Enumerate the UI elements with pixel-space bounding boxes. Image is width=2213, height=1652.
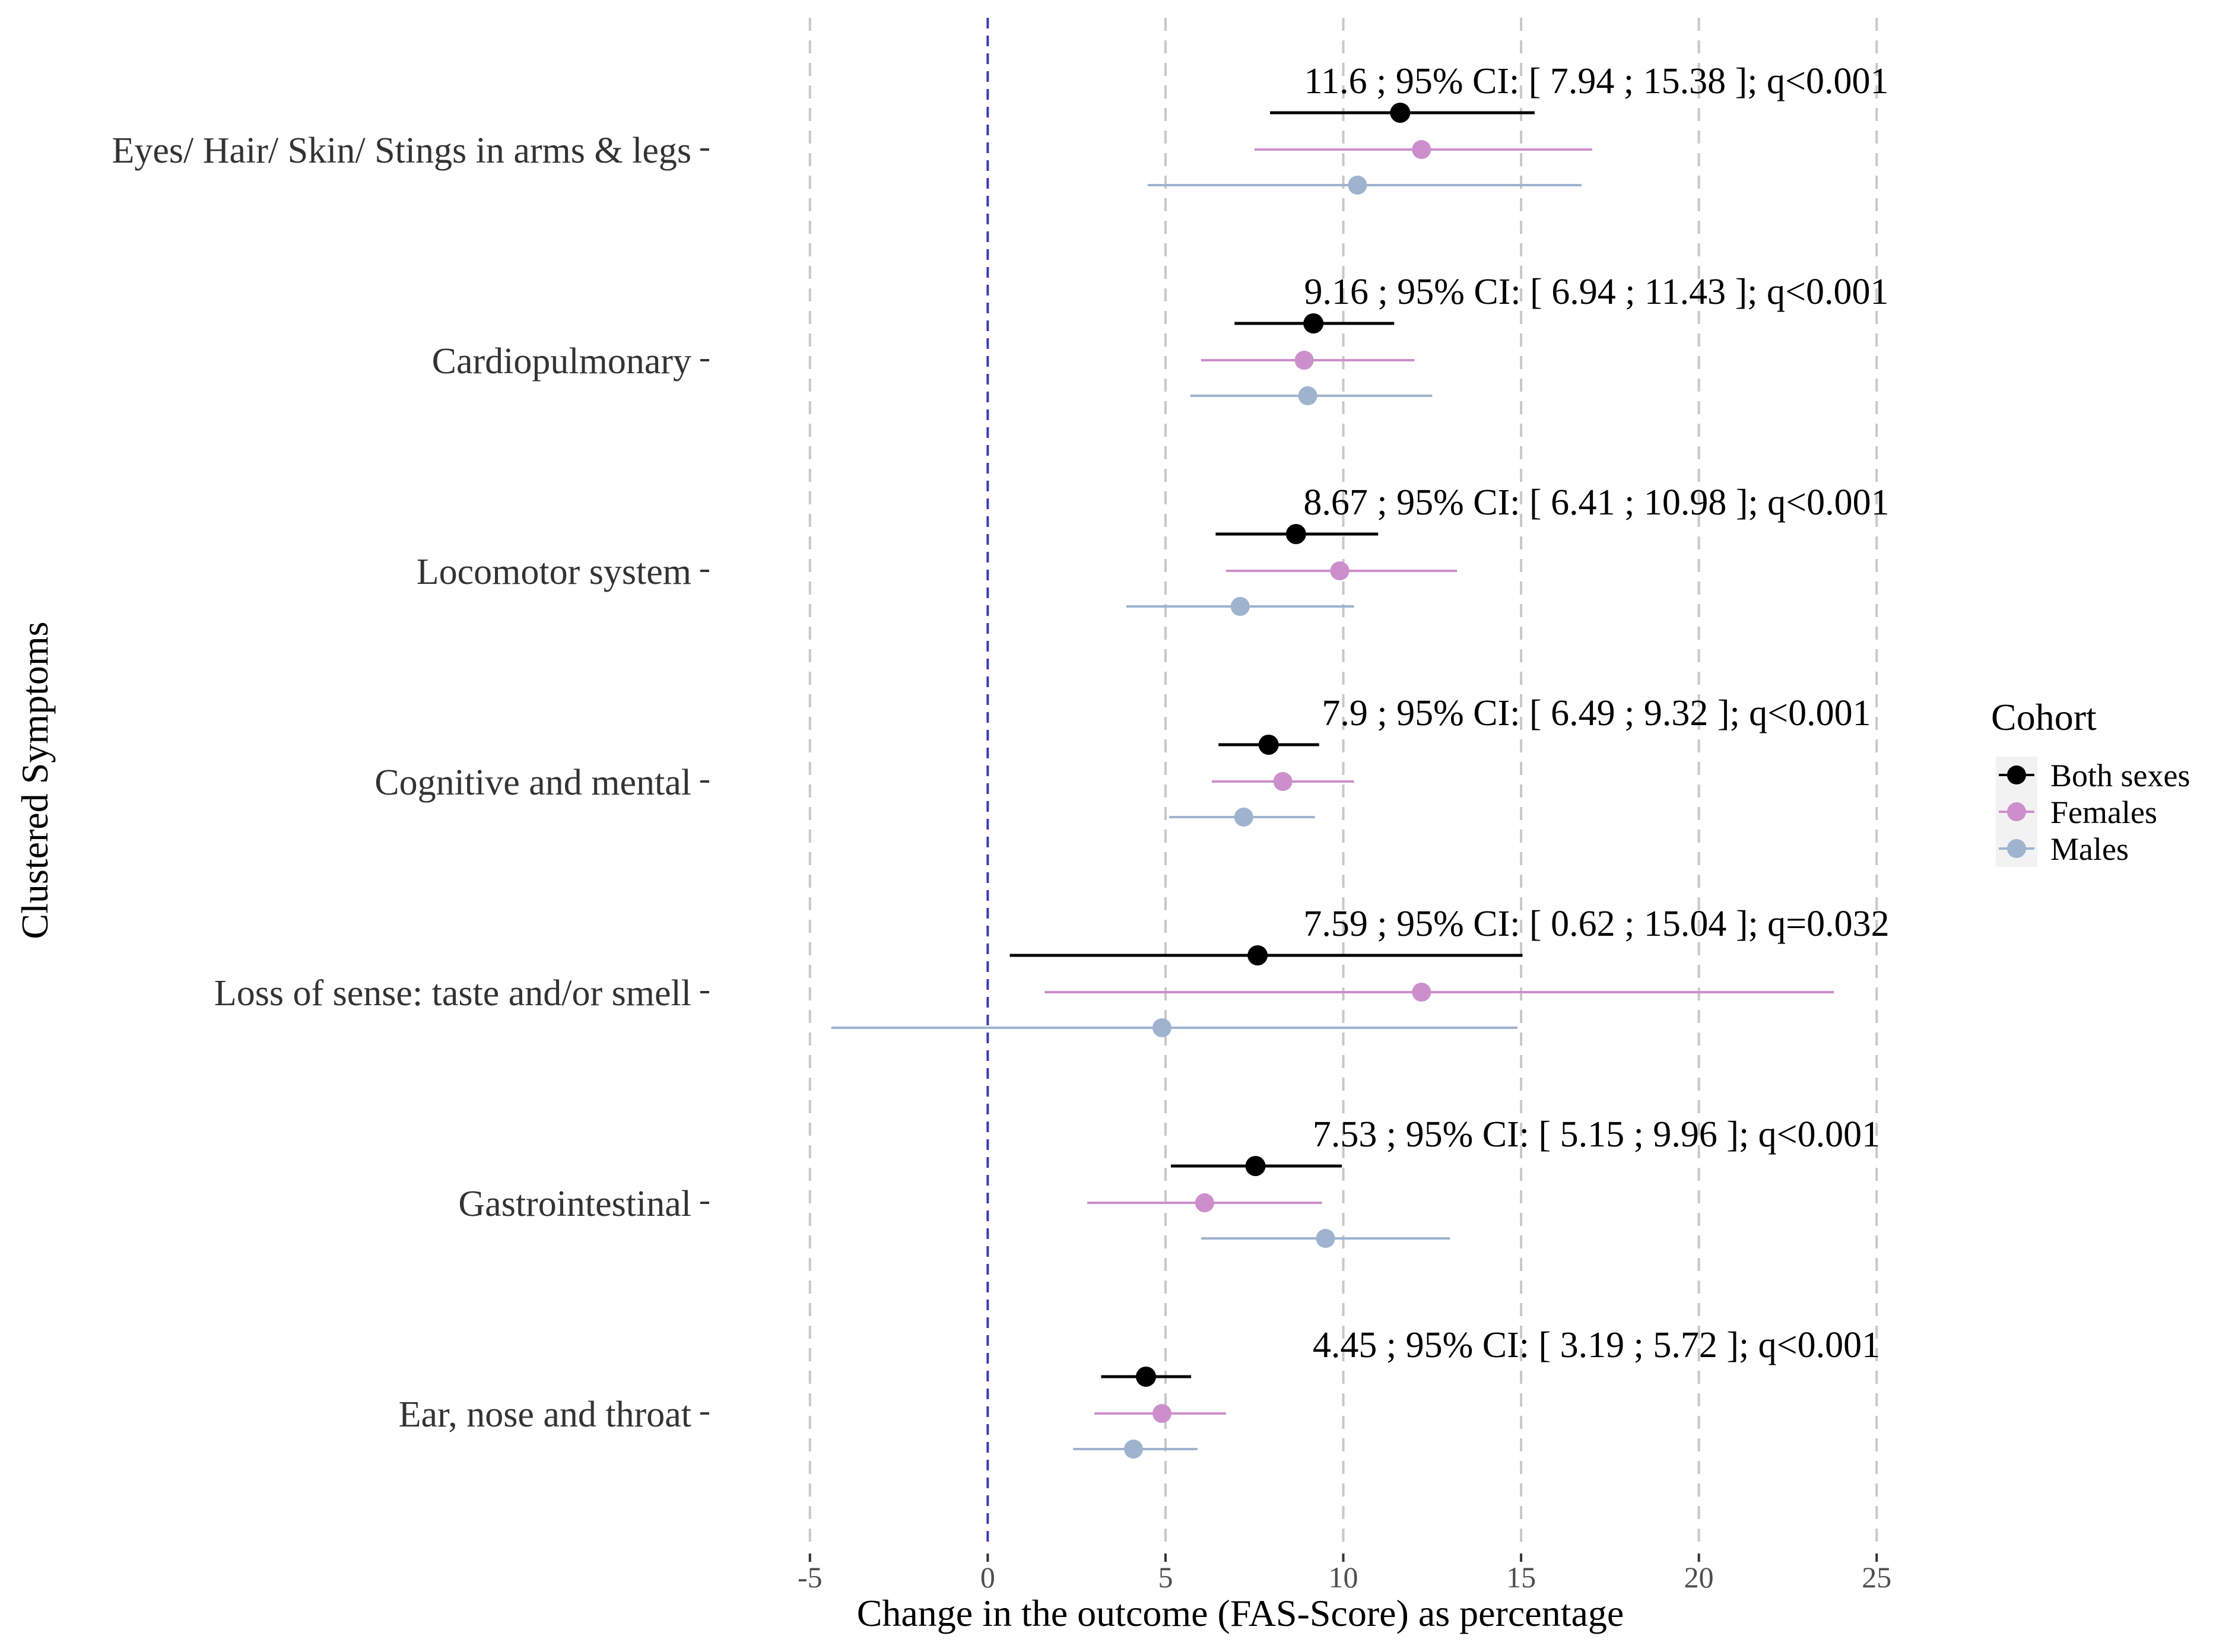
point-both	[1258, 735, 1279, 755]
legend-key-point	[2007, 765, 2026, 784]
annotations: 11.6 ; 95% CI: [ 7.94 ; 15.38 ]; q<0.001…	[1303, 61, 1889, 1365]
category-label: Eyes/ Hair/ Skin/ Stings in arms & legs	[112, 131, 691, 171]
x-tick-label: 10	[1329, 1561, 1358, 1594]
point-both	[1285, 524, 1306, 544]
point-females	[1412, 983, 1431, 1002]
x-axis-title: Change in the outcome (FAS-Score) as per…	[857, 1592, 1624, 1634]
point-males	[1234, 808, 1253, 827]
x-tick-label: 15	[1506, 1561, 1536, 1594]
gridlines	[808, 18, 1878, 1549]
y-axis-title: Clustered Symptoms	[14, 621, 56, 939]
x-axis-ticks: -5 0 5 10 15 20 25	[798, 1553, 1891, 1594]
estimates-and-intervals	[831, 103, 1834, 1459]
point-both	[1390, 103, 1411, 123]
point-males	[1152, 1018, 1171, 1037]
annotation-label: 7.9 ; 95% CI: [ 6.49 ; 9.32 ]; q<0.001	[1322, 693, 1871, 733]
annotation-label: 4.45 ; 95% CI: [ 3.19 ; 5.72 ]; q<0.001	[1313, 1325, 1880, 1365]
legend-entry-label: Both sexes	[2050, 758, 2190, 793]
point-females	[1294, 351, 1314, 370]
x-tick-label: 0	[980, 1561, 995, 1594]
annotation-label: 7.59 ; 95% CI: [ 0.62 ; 15.04 ]; q=0.032	[1303, 904, 1889, 944]
x-tick-label: -5	[798, 1561, 823, 1594]
legend-title: Cohort	[1991, 696, 2097, 738]
point-males	[1230, 597, 1250, 616]
annotation-label: 11.6 ; 95% CI: [ 7.94 ; 15.38 ]; q<0.001	[1304, 61, 1888, 101]
annotation-label: 7.53 ; 95% CI: [ 5.15 ; 9.96 ]; q<0.001	[1313, 1114, 1880, 1155]
category-label: Ear, nose and throat	[399, 1394, 691, 1435]
category-labels: Eyes/ Hair/ Skin/ Stings in arms & legs C…	[112, 131, 709, 1435]
legend-key-point	[2007, 802, 2026, 821]
point-both	[1303, 313, 1324, 333]
category-label: Gastrointestinal	[458, 1184, 691, 1224]
x-tick-label: 5	[1158, 1561, 1173, 1594]
category-label: Locomotor system	[417, 552, 691, 592]
point-males	[1298, 386, 1317, 405]
point-females	[1195, 1193, 1214, 1212]
x-tick-label: 25	[1862, 1561, 1891, 1594]
x-tick-label: 20	[1684, 1561, 1714, 1594]
category-label: Cardiopulmonary	[432, 341, 691, 382]
point-females	[1273, 772, 1293, 791]
legend-entry-label: Males	[2050, 831, 2129, 867]
point-females	[1330, 561, 1350, 580]
point-males	[1316, 1229, 1335, 1248]
category-label: Cognitive and mental	[374, 763, 691, 803]
point-females	[1152, 1404, 1171, 1423]
point-both	[1245, 1156, 1266, 1176]
point-both	[1135, 1367, 1156, 1387]
legend-key-point	[2007, 839, 2026, 858]
annotation-label: 9.16 ; 95% CI: [ 6.94 ; 11.43 ]; q<0.001	[1304, 272, 1888, 312]
category-label: Loss of sense: taste and/or smell	[214, 973, 691, 1014]
point-males	[1124, 1440, 1144, 1459]
point-males	[1348, 176, 1367, 195]
legend-entry-label: Females	[2050, 795, 2157, 830]
annotation-label: 8.67 ; 95% CI: [ 6.41 ; 10.98 ]; q<0.001	[1303, 482, 1889, 523]
point-both	[1247, 945, 1268, 965]
point-females	[1412, 140, 1431, 159]
